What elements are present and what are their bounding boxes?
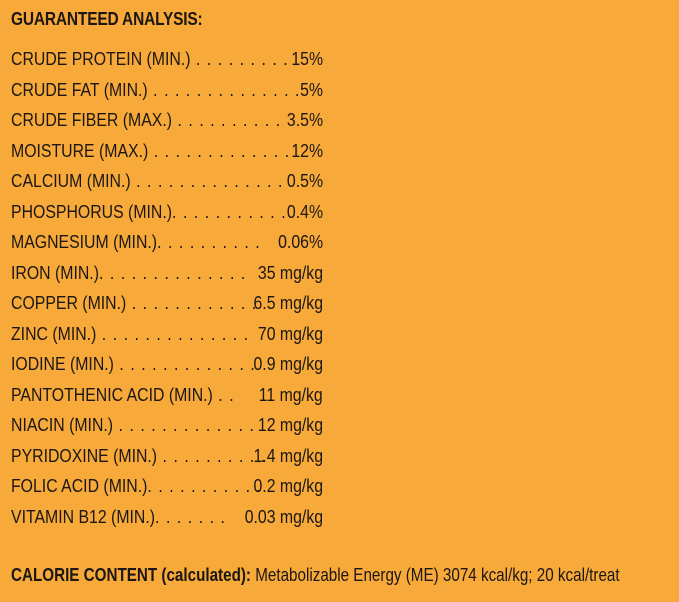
analysis-row: FOLIC ACID (MIN.). . . . . . . . . . . 0.… (11, 471, 323, 502)
nutrient-name: ZINC (MIN.) (11, 323, 97, 344)
nutrient-value: 70 mg/kg (257, 323, 323, 344)
nutrient-value: 6.5 mg/kg (253, 293, 323, 313)
nutrient-name: PANTOTHENIC ACID (MIN.) (11, 384, 213, 405)
analysis-row-label: IRON (MIN.). . . . . . . . . . . . . . (11, 258, 323, 289)
leader-dots: . . . . . . . . . . . . (126, 293, 258, 313)
leader-dots: . . (212, 384, 235, 405)
calorie-content-text: Metabolizable Energy (ME) 3074 kcal/kg; … (251, 565, 620, 585)
nutrient-value: 0.5% (286, 171, 323, 191)
leader-dots: . . . . . . . . . . (172, 110, 282, 130)
nutrient-value: 3.5% (286, 110, 323, 130)
analysis-row-label: VITAMIN B12 (MIN.). . . . . . . (11, 502, 323, 533)
leader-dots: . . . . . . . . . . (157, 445, 267, 466)
nutrient-value: 11 mg/kg (259, 384, 323, 405)
nutrient-name: CRUDE FAT (MIN.) (11, 79, 148, 100)
analysis-list: CRUDE PROTEIN (MIN.) . . . . . . . . . 15… (11, 44, 323, 532)
analysis-row: IODINE (MIN.) . . . . . . . . . . . . .0… (11, 349, 323, 380)
nutrient-value: 12 mg/kg (257, 415, 323, 435)
analysis-row: CRUDE FIBER (MAX.) . . . . . . . . . . 3.… (11, 105, 323, 136)
nutrient-name: COPPER (MIN.) (11, 293, 127, 313)
nutrient-value: 15% (291, 49, 323, 69)
analysis-row-label: ZINC (MIN.) . . . . . . . . . . . . . . (11, 319, 323, 350)
analysis-row-label: CRUDE FAT (MIN.) . . . . . . . . . . . .… (11, 75, 323, 106)
analysis-row: CRUDE FAT (MIN.) . . . . . . . . . . . .… (11, 75, 323, 106)
analysis-row: VITAMIN B12 (MIN.). . . . . . . 0.03 mg/k… (11, 502, 323, 533)
leader-dots: . . . . . . . . . . . . . . (130, 171, 284, 191)
leader-dots: . . . . . . . . . . . . . . (98, 262, 247, 283)
nutrient-value: 1.4 mg/kg (253, 445, 323, 466)
analysis-row: COPPER (MIN.) . . . . . . . . . . . . 6.5… (11, 288, 323, 319)
leader-dots: . . . . . . . . . . (157, 232, 261, 252)
nutrient-name: IRON (MIN.) (11, 262, 99, 283)
analysis-row: CRUDE PROTEIN (MIN.) . . . . . . . . . 15… (11, 44, 323, 75)
leader-dots: . . . . . . . . . . . (147, 476, 263, 496)
analysis-row: MOISTURE (MAX.) . . . . . . . . . . . . … (11, 136, 323, 167)
calorie-content-label: CALORIE CONTENT (calculated): (11, 565, 252, 585)
analysis-row-label: CRUDE PROTEIN (MIN.) . . . . . . . . . (11, 44, 323, 75)
analysis-row: PANTOTHENIC ACID (MIN.) . . 11 mg/kg (11, 380, 323, 411)
nutrient-name: MOISTURE (MAX.) (11, 140, 149, 161)
analysis-row-label: PANTOTHENIC ACID (MIN.) . . (11, 380, 323, 411)
leader-dots: . . . . . . . . . . . (172, 201, 287, 222)
nutrient-value: 0.4% (286, 201, 323, 222)
analysis-row-label: IODINE (MIN.) . . . . . . . . . . . . . (11, 349, 323, 380)
nutrient-value: 0.06% (278, 232, 323, 252)
nutrient-value: 0.9 mg/kg (253, 354, 323, 374)
analysis-row: IRON (MIN.). . . . . . . . . . . . . . 35… (11, 258, 323, 289)
nutrient-value: 0.2 mg/kg (253, 476, 323, 496)
analysis-row-label: NIACIN (MIN.) . . . . . . . . . . . . . (11, 410, 323, 441)
analysis-row: MAGNESIUM (MIN.). . . . . . . . . . 0.06% (11, 227, 323, 258)
nutrient-value: 35 mg/kg (257, 262, 323, 283)
nutrient-name: PYRIDOXINE (MIN.) (11, 445, 158, 466)
nutrient-value: 12% (291, 140, 323, 161)
nutrient-name: VITAMIN B12 (MIN.) (11, 506, 156, 527)
leader-dots: . . . . . . . . . (190, 49, 289, 69)
nutrient-value: 0.03 mg/kg (244, 506, 323, 527)
analysis-row-label: CRUDE FIBER (MAX.) . . . . . . . . . . (11, 105, 323, 136)
nutrient-name: PHOSPHORUS (MIN.) (11, 201, 173, 222)
analysis-row-label: MOISTURE (MAX.) . . . . . . . . . . . . … (11, 136, 323, 167)
analysis-row-label: MAGNESIUM (MIN.). . . . . . . . . . (11, 227, 323, 258)
analysis-row-label: COPPER (MIN.) . . . . . . . . . . . . (11, 288, 323, 319)
nutrient-name: NIACIN (MIN.) (11, 415, 114, 435)
analysis-row-label: CALCIUM (MIN.) . . . . . . . . . . . . .… (11, 166, 323, 197)
leader-dots: . . . . . . . . . . . . . (148, 140, 291, 161)
analysis-row: ZINC (MIN.) . . . . . . . . . . . . . .7… (11, 319, 323, 350)
leader-dots: . . . . . . . . . . . . . . (96, 323, 250, 344)
leader-dots: . . . . . . . . . . . . . (113, 354, 256, 374)
leader-dots: . . . . . . . . . . . . . (113, 415, 255, 435)
nutrient-name: IODINE (MIN.) (11, 354, 114, 374)
calorie-content: CALORIE CONTENT (calculated): Metaboliza… (11, 565, 620, 586)
nutrient-name: FOLIC ACID (MIN.) (11, 476, 148, 496)
analysis-row: NIACIN (MIN.) . . . . . . . . . . . . .1… (11, 410, 323, 441)
nutrient-value: 5% (300, 79, 323, 100)
analysis-row-label: PHOSPHORUS (MIN.). . . . . . . . . . . (11, 197, 323, 228)
guaranteed-analysis-heading: GUARANTEED ANALYSIS: (11, 9, 203, 29)
nutrient-name: CRUDE FIBER (MAX.) (11, 110, 173, 130)
analysis-row-label: PYRIDOXINE (MIN.) . . . . . . . . . . (11, 441, 323, 472)
analysis-row: PYRIDOXINE (MIN.) . . . . . . . . . . 1.4… (11, 441, 323, 472)
leader-dots: . . . . . . . (155, 506, 226, 527)
nutrient-name: MAGNESIUM (MIN.) (11, 232, 158, 252)
analysis-row: CALCIUM (MIN.) . . . . . . . . . . . . .… (11, 166, 323, 197)
analysis-row: PHOSPHORUS (MIN.). . . . . . . . . . . 0.… (11, 197, 323, 228)
analysis-row-label: FOLIC ACID (MIN.). . . . . . . . . . . (11, 471, 323, 502)
leader-dots: . . . . . . . . . . . . . . (147, 79, 301, 100)
nutrient-name: CRUDE PROTEIN (MIN.) (11, 49, 191, 69)
nutrient-name: CALCIUM (MIN.) (11, 171, 131, 191)
